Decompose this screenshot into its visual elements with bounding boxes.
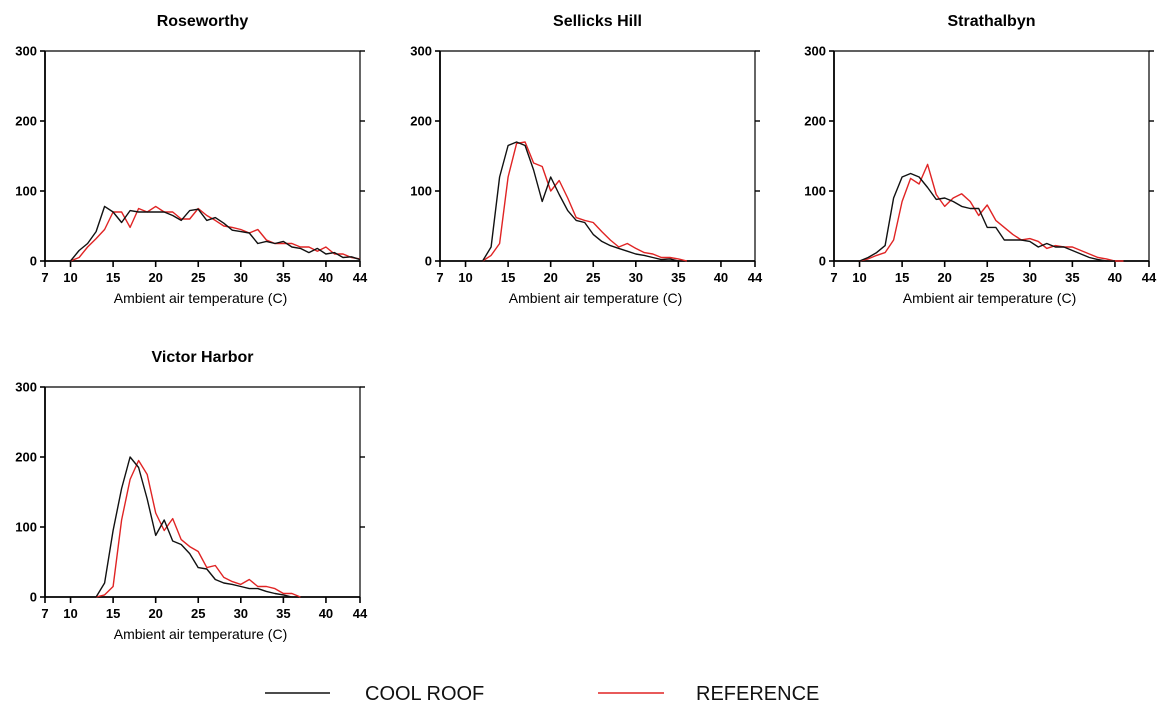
panel-sellicks-hill: Sellicks Hill 0 100 200 300 7 10 15 20 25 30 35 40 44… <box>410 13 763 306</box>
x-tick-label: 7 <box>436 270 443 285</box>
panel-title: Victor Harbor <box>152 349 254 366</box>
y-tick-label: 200 <box>804 114 826 129</box>
series-line-reference <box>95 459 301 598</box>
y-tick-label: 0 <box>30 254 37 269</box>
x-tick-label: 40 <box>319 270 333 285</box>
series-line-reference <box>482 141 688 262</box>
x-tick-label: 35 <box>276 606 290 621</box>
x-tick-label: 30 <box>1023 270 1037 285</box>
axis-lines <box>439 51 755 262</box>
axis-lines <box>833 51 1149 262</box>
x-tick-label: 30 <box>234 270 248 285</box>
x-tick-label: 20 <box>148 270 162 285</box>
x-tick-label: 15 <box>501 270 515 285</box>
x-tick-label: 40 <box>319 606 333 621</box>
plot-frame <box>834 50 1150 261</box>
x-tick-label: 40 <box>1108 270 1122 285</box>
axis-lines <box>44 387 360 598</box>
x-axis-label: Ambient air temperature (C) <box>903 290 1077 306</box>
x-tick-label: 7 <box>830 270 837 285</box>
series-line-reference <box>859 163 1124 262</box>
x-axis-label: Ambient air temperature (C) <box>114 290 288 306</box>
panel-roseworthy: Roseworthy 0 100 200 300 7 10 15 20 25 30 35 40 44 Amb… <box>15 13 368 306</box>
x-tick-label: 7 <box>41 270 48 285</box>
y-tick-label: 100 <box>410 184 432 199</box>
x-tick-label: 10 <box>852 270 866 285</box>
x-tick-label: 20 <box>148 606 162 621</box>
series-line-cool-roof <box>859 172 1115 262</box>
x-tick-label: 44 <box>353 606 368 621</box>
y-tick-label: 300 <box>804 44 826 59</box>
y-tick-label: 100 <box>804 184 826 199</box>
x-tick-label: 15 <box>106 270 120 285</box>
x-tick-label: 10 <box>63 270 77 285</box>
x-tick-label: 44 <box>353 270 368 285</box>
panel-title: Sellicks Hill <box>553 13 642 30</box>
y-tick-label: 200 <box>15 450 37 465</box>
x-tick-label: 44 <box>1142 270 1157 285</box>
series-line-reference <box>70 205 361 262</box>
panel-strathalbyn: Strathalbyn 0 100 200 300 7 10 15 20 25 30 35 40 44 Am… <box>804 13 1157 306</box>
y-tick-label: 300 <box>15 44 37 59</box>
y-tick-label: 100 <box>15 520 37 535</box>
x-tick-label: 25 <box>586 270 600 285</box>
plot-frame <box>45 50 361 261</box>
y-tick-label: 100 <box>15 184 37 199</box>
x-tick-label: 25 <box>980 270 994 285</box>
x-tick-label: 20 <box>543 270 557 285</box>
x-tick-label: 7 <box>41 606 48 621</box>
panel-title: Roseworthy <box>157 13 249 30</box>
x-tick-label: 20 <box>937 270 951 285</box>
series-line-cool-roof <box>95 456 293 598</box>
plot-frame <box>45 386 361 597</box>
y-tick-label: 300 <box>15 380 37 395</box>
x-tick-label: 15 <box>106 606 120 621</box>
x-axis-label: Ambient air temperature (C) <box>509 290 683 306</box>
y-tick-label: 0 <box>819 254 826 269</box>
x-tick-label: 30 <box>629 270 643 285</box>
legend-label-cool-roof: COOL ROOF <box>365 683 484 705</box>
series-line-cool-roof <box>69 205 361 262</box>
x-tick-label: 25 <box>191 606 205 621</box>
x-tick-label: 35 <box>1065 270 1079 285</box>
x-tick-label: 40 <box>714 270 728 285</box>
x-tick-label: 10 <box>63 606 77 621</box>
y-tick-label: 0 <box>30 590 37 605</box>
panel-title: Strathalbyn <box>947 13 1035 30</box>
x-tick-label: 25 <box>191 270 205 285</box>
y-tick-label: 200 <box>410 114 432 129</box>
y-tick-label: 300 <box>410 44 432 59</box>
x-tick-label: 35 <box>276 270 290 285</box>
y-tick-label: 0 <box>425 254 432 269</box>
legend: COOL ROOF REFERENCE <box>265 683 819 705</box>
plot-frame <box>440 50 756 261</box>
x-tick-label: 30 <box>234 606 248 621</box>
x-axis-label: Ambient air temperature (C) <box>114 626 288 642</box>
axis-lines <box>44 51 360 262</box>
y-tick-label: 200 <box>15 114 37 129</box>
x-tick-label: 35 <box>671 270 685 285</box>
panel-victor-harbor: Victor Harbor 0 100 200 300 7 10 15 20 25 30 35 40 44… <box>15 349 368 642</box>
legend-label-reference: REFERENCE <box>696 683 819 705</box>
series-line-cool-roof <box>482 141 679 262</box>
x-tick-label: 10 <box>458 270 472 285</box>
x-tick-label: 44 <box>748 270 763 285</box>
x-tick-label: 15 <box>895 270 909 285</box>
